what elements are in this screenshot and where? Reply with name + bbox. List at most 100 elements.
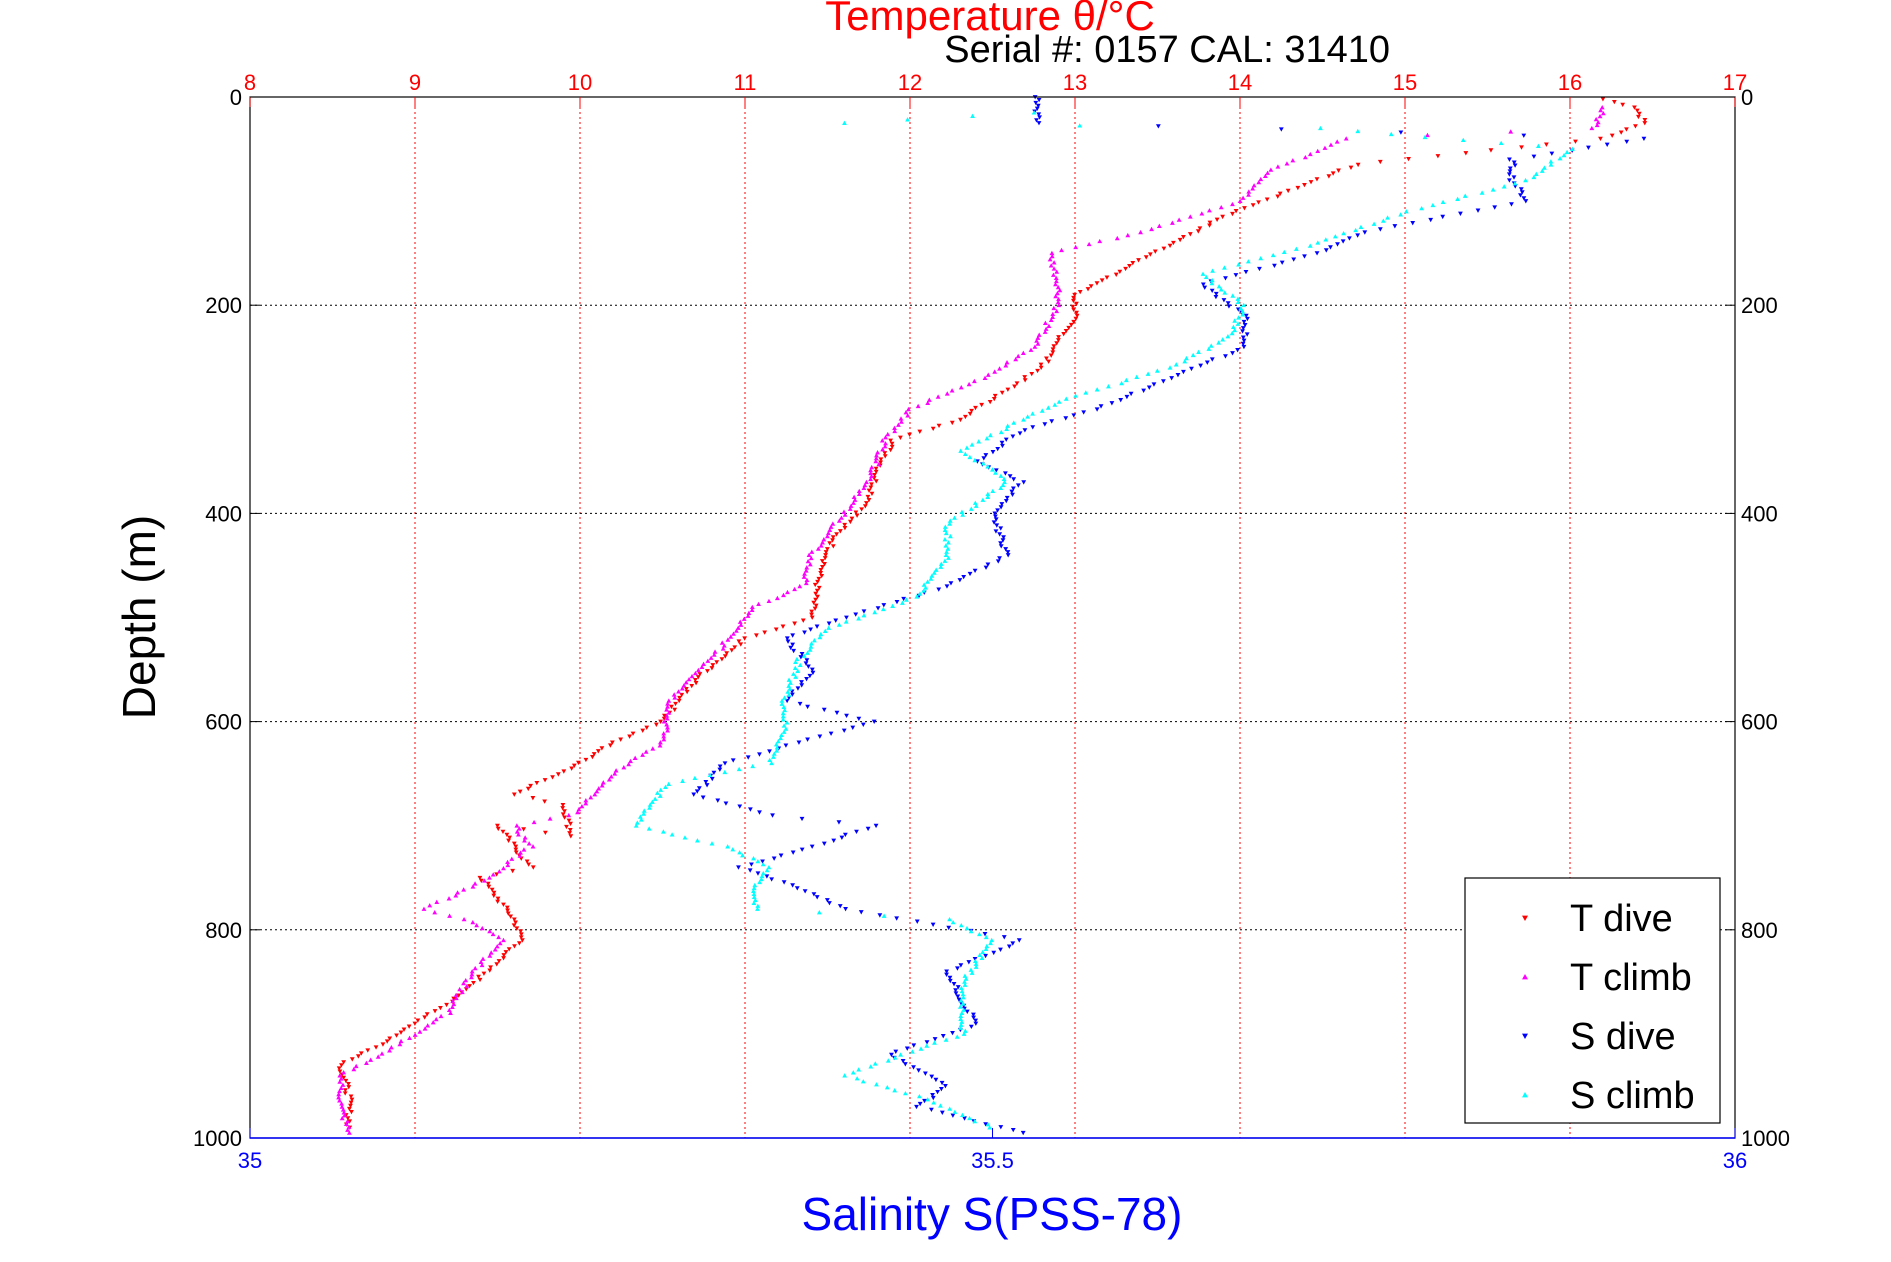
data-point xyxy=(470,919,476,925)
data-point xyxy=(781,592,786,598)
data-point xyxy=(958,1013,964,1018)
data-point xyxy=(1232,318,1238,323)
data-point xyxy=(947,521,953,526)
data-point xyxy=(841,509,847,514)
data-point xyxy=(700,795,706,800)
data-point xyxy=(880,606,886,612)
data-point xyxy=(1343,136,1349,141)
data-point xyxy=(1507,166,1513,171)
data-point xyxy=(526,841,532,846)
data-point xyxy=(813,603,819,609)
data-point xyxy=(738,642,744,647)
data-point xyxy=(893,1049,899,1054)
data-point xyxy=(1222,265,1227,270)
data-point xyxy=(1128,391,1134,397)
data-point xyxy=(1213,291,1219,297)
data-point xyxy=(583,757,589,763)
data-point xyxy=(1281,249,1287,255)
data-point xyxy=(973,964,979,969)
data-point xyxy=(722,654,728,659)
data-point xyxy=(842,832,848,838)
data-point xyxy=(1336,168,1341,173)
data-point xyxy=(711,652,717,657)
data-point xyxy=(873,479,879,484)
data-point xyxy=(781,880,787,885)
data-point xyxy=(1010,1127,1016,1133)
data-point xyxy=(595,749,601,754)
data-point xyxy=(1146,385,1152,390)
data-point xyxy=(987,399,993,405)
data-point xyxy=(998,473,1004,478)
data-point xyxy=(353,1063,359,1069)
data-point xyxy=(421,906,427,911)
data-point xyxy=(1353,227,1359,233)
data-point xyxy=(993,514,998,519)
data-point xyxy=(998,429,1004,435)
data-point xyxy=(1207,208,1212,213)
data-point xyxy=(1054,308,1060,314)
data-point xyxy=(485,881,491,887)
data-point xyxy=(888,447,894,453)
data-point xyxy=(802,571,807,576)
data-point xyxy=(792,586,797,592)
data-point xyxy=(1010,492,1015,498)
data-point xyxy=(799,816,805,822)
data-point xyxy=(1051,266,1057,271)
data-point xyxy=(1240,341,1246,347)
data-point xyxy=(338,1076,344,1081)
data-point xyxy=(661,737,667,742)
data-point xyxy=(1038,365,1044,371)
data-point xyxy=(434,899,440,904)
data-point xyxy=(889,444,895,450)
data-point xyxy=(750,763,756,769)
data-point xyxy=(854,829,859,835)
data-point xyxy=(453,893,459,898)
data-point xyxy=(1362,230,1368,235)
data-point xyxy=(825,530,831,536)
data-point xyxy=(427,903,433,908)
data-point xyxy=(821,707,827,713)
data-point xyxy=(802,889,808,894)
data-point xyxy=(749,862,754,867)
data-point xyxy=(942,537,948,542)
data-point xyxy=(1167,365,1173,370)
data-point xyxy=(658,719,664,724)
data-point xyxy=(973,1021,979,1026)
data-point xyxy=(778,853,784,858)
data-point xyxy=(665,725,670,730)
data-point xyxy=(1123,377,1129,383)
data-point xyxy=(955,985,961,990)
data-point xyxy=(1063,396,1069,401)
data-point xyxy=(854,1076,860,1081)
data-point xyxy=(949,388,955,393)
data-point xyxy=(1218,287,1224,292)
data-point xyxy=(1291,257,1297,262)
data-point xyxy=(877,913,883,918)
data-point xyxy=(699,664,705,670)
data-point xyxy=(652,796,658,801)
data-point xyxy=(795,668,801,673)
data-point xyxy=(834,710,840,716)
data-point xyxy=(1005,553,1011,558)
depth-tick-label-left: 400 xyxy=(205,501,242,526)
data-point xyxy=(600,780,606,785)
data-point xyxy=(480,956,486,961)
data-point xyxy=(1031,110,1037,115)
data-point xyxy=(1512,184,1518,189)
data-point xyxy=(337,1069,343,1074)
data-point xyxy=(861,613,867,618)
data-point xyxy=(665,701,670,706)
data-point xyxy=(599,783,605,788)
data-point xyxy=(1548,159,1554,164)
data-point xyxy=(571,763,577,768)
data-point xyxy=(968,1024,974,1030)
data-point xyxy=(953,991,959,996)
data-point xyxy=(943,1084,948,1089)
data-point xyxy=(959,988,965,994)
data-point xyxy=(872,1061,878,1066)
data-point xyxy=(613,768,619,773)
data-point xyxy=(1034,106,1040,111)
data-point xyxy=(1358,224,1364,230)
data-point xyxy=(972,958,978,963)
data-point xyxy=(461,916,467,922)
